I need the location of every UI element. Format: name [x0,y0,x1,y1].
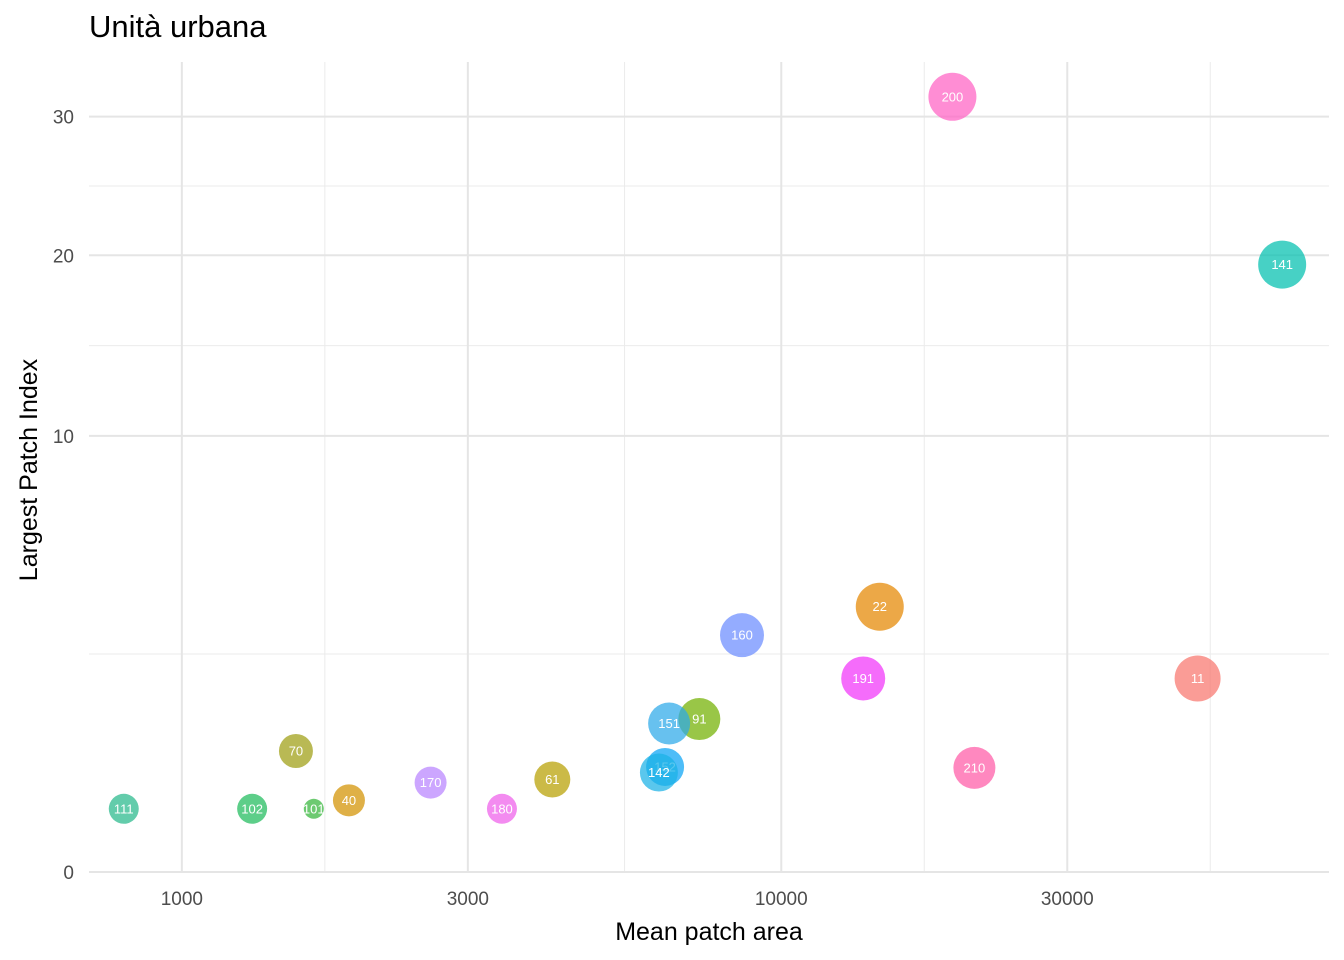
point-label: 200 [942,89,964,104]
point-label: 11 [1191,671,1205,686]
y-tick-label: 10 [53,427,74,448]
point-marker [841,656,886,701]
point-marker [1174,655,1221,702]
y-axis-ticks: 0 10 20 30 [53,108,74,884]
x-axis-ticks: 1000 3000 10000 30000 [161,889,1094,910]
point-marker [1258,240,1307,289]
data-point: 101 [303,798,325,819]
point-marker [648,702,691,745]
x-axis-title: Mean patch area [615,918,803,946]
y-tick-label: 0 [63,863,74,884]
data-point: 11 [1174,655,1221,702]
point-marker [928,72,977,121]
point-label: 180 [491,801,513,816]
x-tick-label: 10000 [755,889,808,910]
point-marker [108,793,139,824]
data-point: 70 [278,733,313,768]
data-point: 142 [639,753,678,792]
y-tick-label: 30 [53,108,74,129]
x-tick-label: 3000 [447,889,489,910]
point-label: 111 [114,801,134,816]
data-point: 180 [486,793,517,824]
point-marker [237,793,268,824]
x-tick-label: 30000 [1041,889,1094,910]
data-point: 151 [648,702,691,745]
point-marker [486,793,517,824]
data-points: 2001412216019111911517021015214261170401… [108,72,1307,824]
y-tick-label: 20 [53,246,74,267]
point-marker [639,753,678,792]
point-label: 101 [303,801,325,816]
point-marker [303,798,324,819]
point-label: 160 [731,628,753,643]
point-label: 91 [692,712,706,727]
point-label: 151 [658,716,680,731]
major-gridlines [89,62,1329,873]
minor-gridlines [89,62,1329,872]
point-label: 102 [241,801,263,816]
data-point: 102 [237,793,268,824]
data-point: 40 [332,784,365,817]
point-marker [278,733,313,768]
data-point: 111 [108,793,139,824]
point-label: 70 [289,743,303,758]
data-point: 200 [928,72,977,121]
data-point: 61 [534,761,571,798]
data-point: 22 [855,582,904,631]
chart-title: Unità urbana [89,9,267,44]
point-label: 40 [342,793,356,808]
point-marker [719,613,764,658]
point-label: 141 [1271,257,1293,272]
point-label: 170 [420,775,442,790]
x-tick-label: 1000 [161,889,203,910]
point-label: 142 [648,765,670,780]
point-marker [953,746,996,789]
y-axis-title: Largest Patch Index [15,358,43,581]
data-point: 170 [414,766,447,799]
point-marker [414,766,447,799]
data-point: 141 [1258,240,1307,289]
point-marker [332,784,365,817]
point-label: 191 [852,671,874,686]
point-label: 22 [873,599,887,614]
data-point: 160 [719,613,764,658]
point-marker [855,582,904,631]
point-label: 210 [964,760,986,775]
data-point: 191 [841,656,886,701]
data-point: 210 [953,746,996,789]
point-label: 61 [545,772,559,787]
point-marker [534,761,571,798]
